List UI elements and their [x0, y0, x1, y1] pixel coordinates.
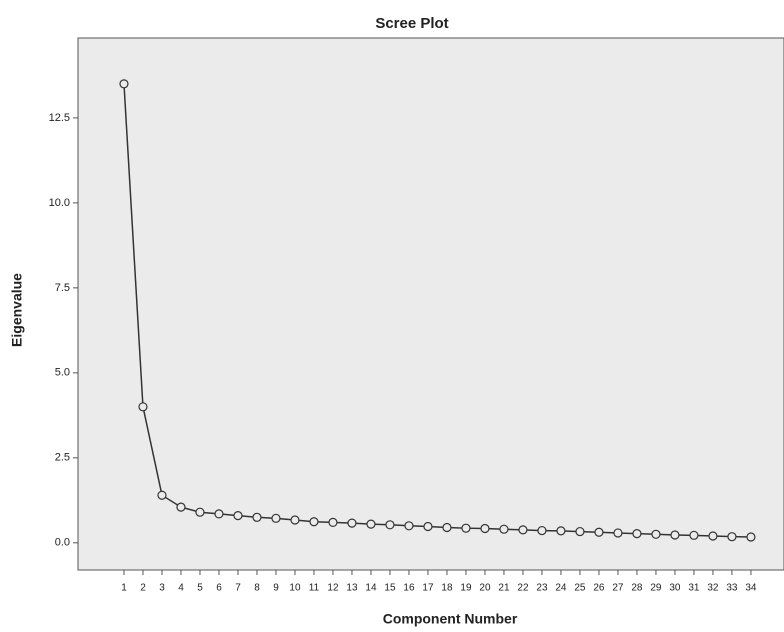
x-tick-label: 9 [273, 583, 279, 594]
point [670, 530, 680, 540]
plot-area [77, 37, 784, 571]
x-tick-label: 24 [555, 583, 567, 594]
line [123, 83, 751, 538]
point [461, 523, 471, 533]
point [214, 509, 224, 519]
x-tick-label: 16 [403, 583, 415, 594]
x-tick-label: 17 [422, 583, 434, 594]
point [613, 528, 623, 538]
x-axis-title: Component Number [383, 611, 518, 627]
x-tick-label: 14 [365, 583, 377, 594]
x-tick-label: 29 [650, 583, 662, 594]
x-tick-label: 18 [441, 583, 453, 594]
point [309, 517, 319, 527]
point [195, 507, 205, 517]
x-tick-label: 13 [346, 583, 358, 594]
x-tick-label: 19 [460, 583, 472, 594]
x-tick-label: 23 [536, 583, 548, 594]
point [480, 523, 490, 534]
x-tick-label: 5 [197, 583, 203, 594]
x-tick-label: 20 [479, 583, 491, 594]
point [556, 526, 566, 536]
x-tick-label: 7 [235, 583, 241, 594]
x-tick-label: 12 [327, 583, 339, 594]
x-tick-label: 34 [745, 583, 757, 594]
x-tick-label: 27 [612, 583, 624, 594]
x-tick-label: 33 [726, 583, 738, 594]
point [594, 527, 604, 537]
y-tick-label: 5.0 [55, 367, 70, 379]
point [233, 511, 243, 521]
x-tick-label: 25 [574, 583, 586, 594]
point [537, 525, 547, 536]
x-tick-label: 32 [707, 583, 719, 594]
x-tick-label: 3 [159, 583, 165, 594]
point [708, 531, 718, 541]
x-tick-label: 26 [593, 583, 605, 594]
point [746, 532, 756, 542]
x-tick-label: 31 [688, 583, 700, 594]
point [651, 529, 661, 539]
point [518, 525, 528, 535]
point [138, 402, 148, 412]
point [157, 490, 167, 500]
point [632, 529, 642, 539]
x-tick-label: 28 [631, 583, 643, 594]
x-tick-label: 21 [498, 583, 510, 594]
x-tick-label: 30 [669, 583, 681, 594]
x-tick-label: 11 [309, 583, 320, 594]
point [404, 521, 414, 531]
point [366, 519, 376, 529]
point [442, 522, 452, 533]
y-tick-label: 12.5 [49, 112, 70, 124]
point [347, 518, 357, 528]
chart-title: Scree Plot [375, 15, 448, 32]
y-axis-title: Eigenvalue [9, 273, 25, 347]
x-tick-label: 22 [517, 583, 529, 594]
x-tick-label: 1 [121, 583, 127, 594]
y-tick-label: 10.0 [49, 197, 70, 209]
point [385, 520, 395, 530]
point [328, 517, 338, 528]
y-tick-label: 2.5 [55, 452, 70, 464]
point [423, 521, 433, 532]
y-tick-label: 7.5 [55, 282, 70, 294]
point [252, 512, 262, 522]
y-tick-label: 0.0 [55, 537, 70, 549]
x-tick-label: 2 [140, 583, 146, 594]
point [290, 515, 300, 525]
x-tick-label: 4 [178, 583, 184, 594]
point [176, 502, 186, 512]
point [119, 79, 129, 89]
x-tick-label: 6 [216, 583, 222, 594]
point [499, 524, 509, 534]
x-tick-label: 8 [254, 583, 260, 594]
point [575, 526, 585, 537]
point [689, 530, 699, 540]
x-tick-label: 15 [384, 583, 396, 594]
x-tick-label: 10 [289, 583, 301, 594]
point [271, 513, 281, 523]
point [727, 532, 737, 542]
